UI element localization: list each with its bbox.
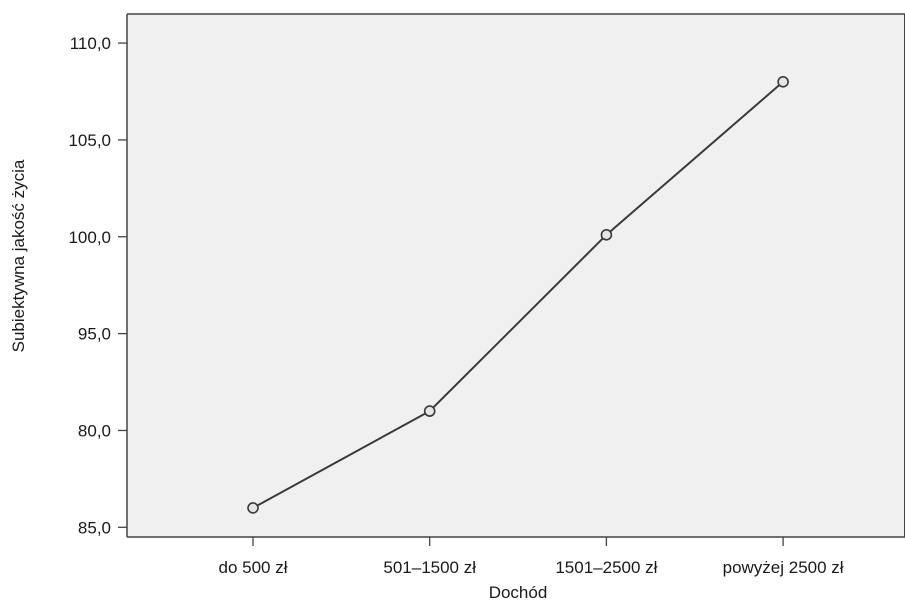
x-tick-label: 501–1500 zł (383, 558, 476, 577)
y-tick-label: 80,0 (78, 421, 111, 440)
y-axis-title: Subiektywna jakość życia (9, 159, 28, 352)
series-layer (247, 75, 789, 514)
x-tick-label: do 500 zł (219, 558, 288, 577)
y-tick-label: 85,0 (78, 518, 111, 537)
y-tick-label: 105,0 (68, 131, 111, 150)
plot-area (127, 14, 905, 537)
y-axis-ticks: 110,0 105,0 100,0 95,0 80,0 85,0 (68, 34, 127, 537)
data-point (600, 229, 613, 241)
data-point (247, 502, 259, 514)
x-tick-label: 1501–2500 zł (555, 558, 657, 577)
y-tick-label: 100,0 (68, 228, 111, 247)
x-axis-title: Dochód (489, 583, 548, 602)
x-axis-ticks: do 500 zł 501–1500 zł 1501–2500 zł powyżej … (219, 537, 844, 577)
series-line (252, 81, 784, 509)
x-tick-label: powyżej 2500 zł (723, 558, 844, 577)
y-tick-label: 110,0 (70, 34, 111, 53)
data-point (423, 405, 436, 417)
y-tick-label: 95,0 (78, 325, 111, 344)
data-point (777, 75, 789, 88)
